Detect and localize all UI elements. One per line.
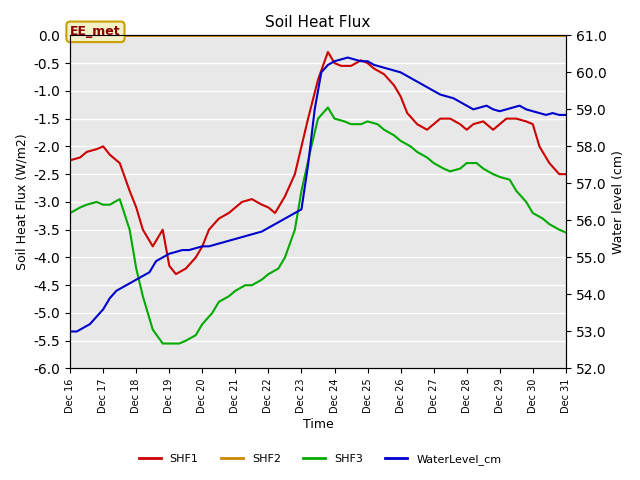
SHF1 xyxy=(192,254,200,260)
SHF3 xyxy=(159,341,166,347)
WaterLevel_cm xyxy=(470,107,477,112)
Line: SHF3: SHF3 xyxy=(70,108,566,344)
WaterLevel_cm xyxy=(113,288,120,294)
SHF3 xyxy=(175,341,183,347)
SHF1 xyxy=(172,271,180,277)
Y-axis label: Water level (cm): Water level (cm) xyxy=(612,150,625,254)
Line: SHF1: SHF1 xyxy=(70,52,566,274)
WaterLevel_cm xyxy=(403,73,411,79)
SHF3 xyxy=(513,188,520,194)
Text: EE_met: EE_met xyxy=(70,25,121,38)
WaterLevel_cm xyxy=(390,68,398,73)
X-axis label: Time: Time xyxy=(303,419,333,432)
SHF1 xyxy=(380,72,388,77)
SHF1 xyxy=(67,157,74,163)
SHF3 xyxy=(192,332,200,338)
SHF1 xyxy=(513,116,520,121)
SHF1 xyxy=(562,171,570,177)
Title: Soil Heat Flux: Soil Heat Flux xyxy=(266,15,371,30)
WaterLevel_cm xyxy=(238,234,246,240)
SHF3 xyxy=(248,282,256,288)
SHF1 xyxy=(248,196,256,202)
WaterLevel_cm xyxy=(324,62,332,68)
SHF3 xyxy=(324,105,332,110)
SHF3 xyxy=(562,229,570,235)
SHF3 xyxy=(348,121,355,127)
SHF1 xyxy=(324,49,332,55)
SHF3 xyxy=(67,210,74,216)
SHF1 xyxy=(166,263,173,269)
SHF3 xyxy=(380,127,388,132)
WaterLevel_cm xyxy=(67,329,74,335)
WaterLevel_cm xyxy=(562,112,570,118)
Legend: SHF1, SHF2, SHF3, WaterLevel_cm: SHF1, SHF2, SHF3, WaterLevel_cm xyxy=(134,450,506,469)
SHF1 xyxy=(348,63,355,69)
WaterLevel_cm xyxy=(344,55,351,60)
Line: WaterLevel_cm: WaterLevel_cm xyxy=(70,58,566,332)
Y-axis label: Soil Heat Flux (W/m2): Soil Heat Flux (W/m2) xyxy=(15,133,28,270)
